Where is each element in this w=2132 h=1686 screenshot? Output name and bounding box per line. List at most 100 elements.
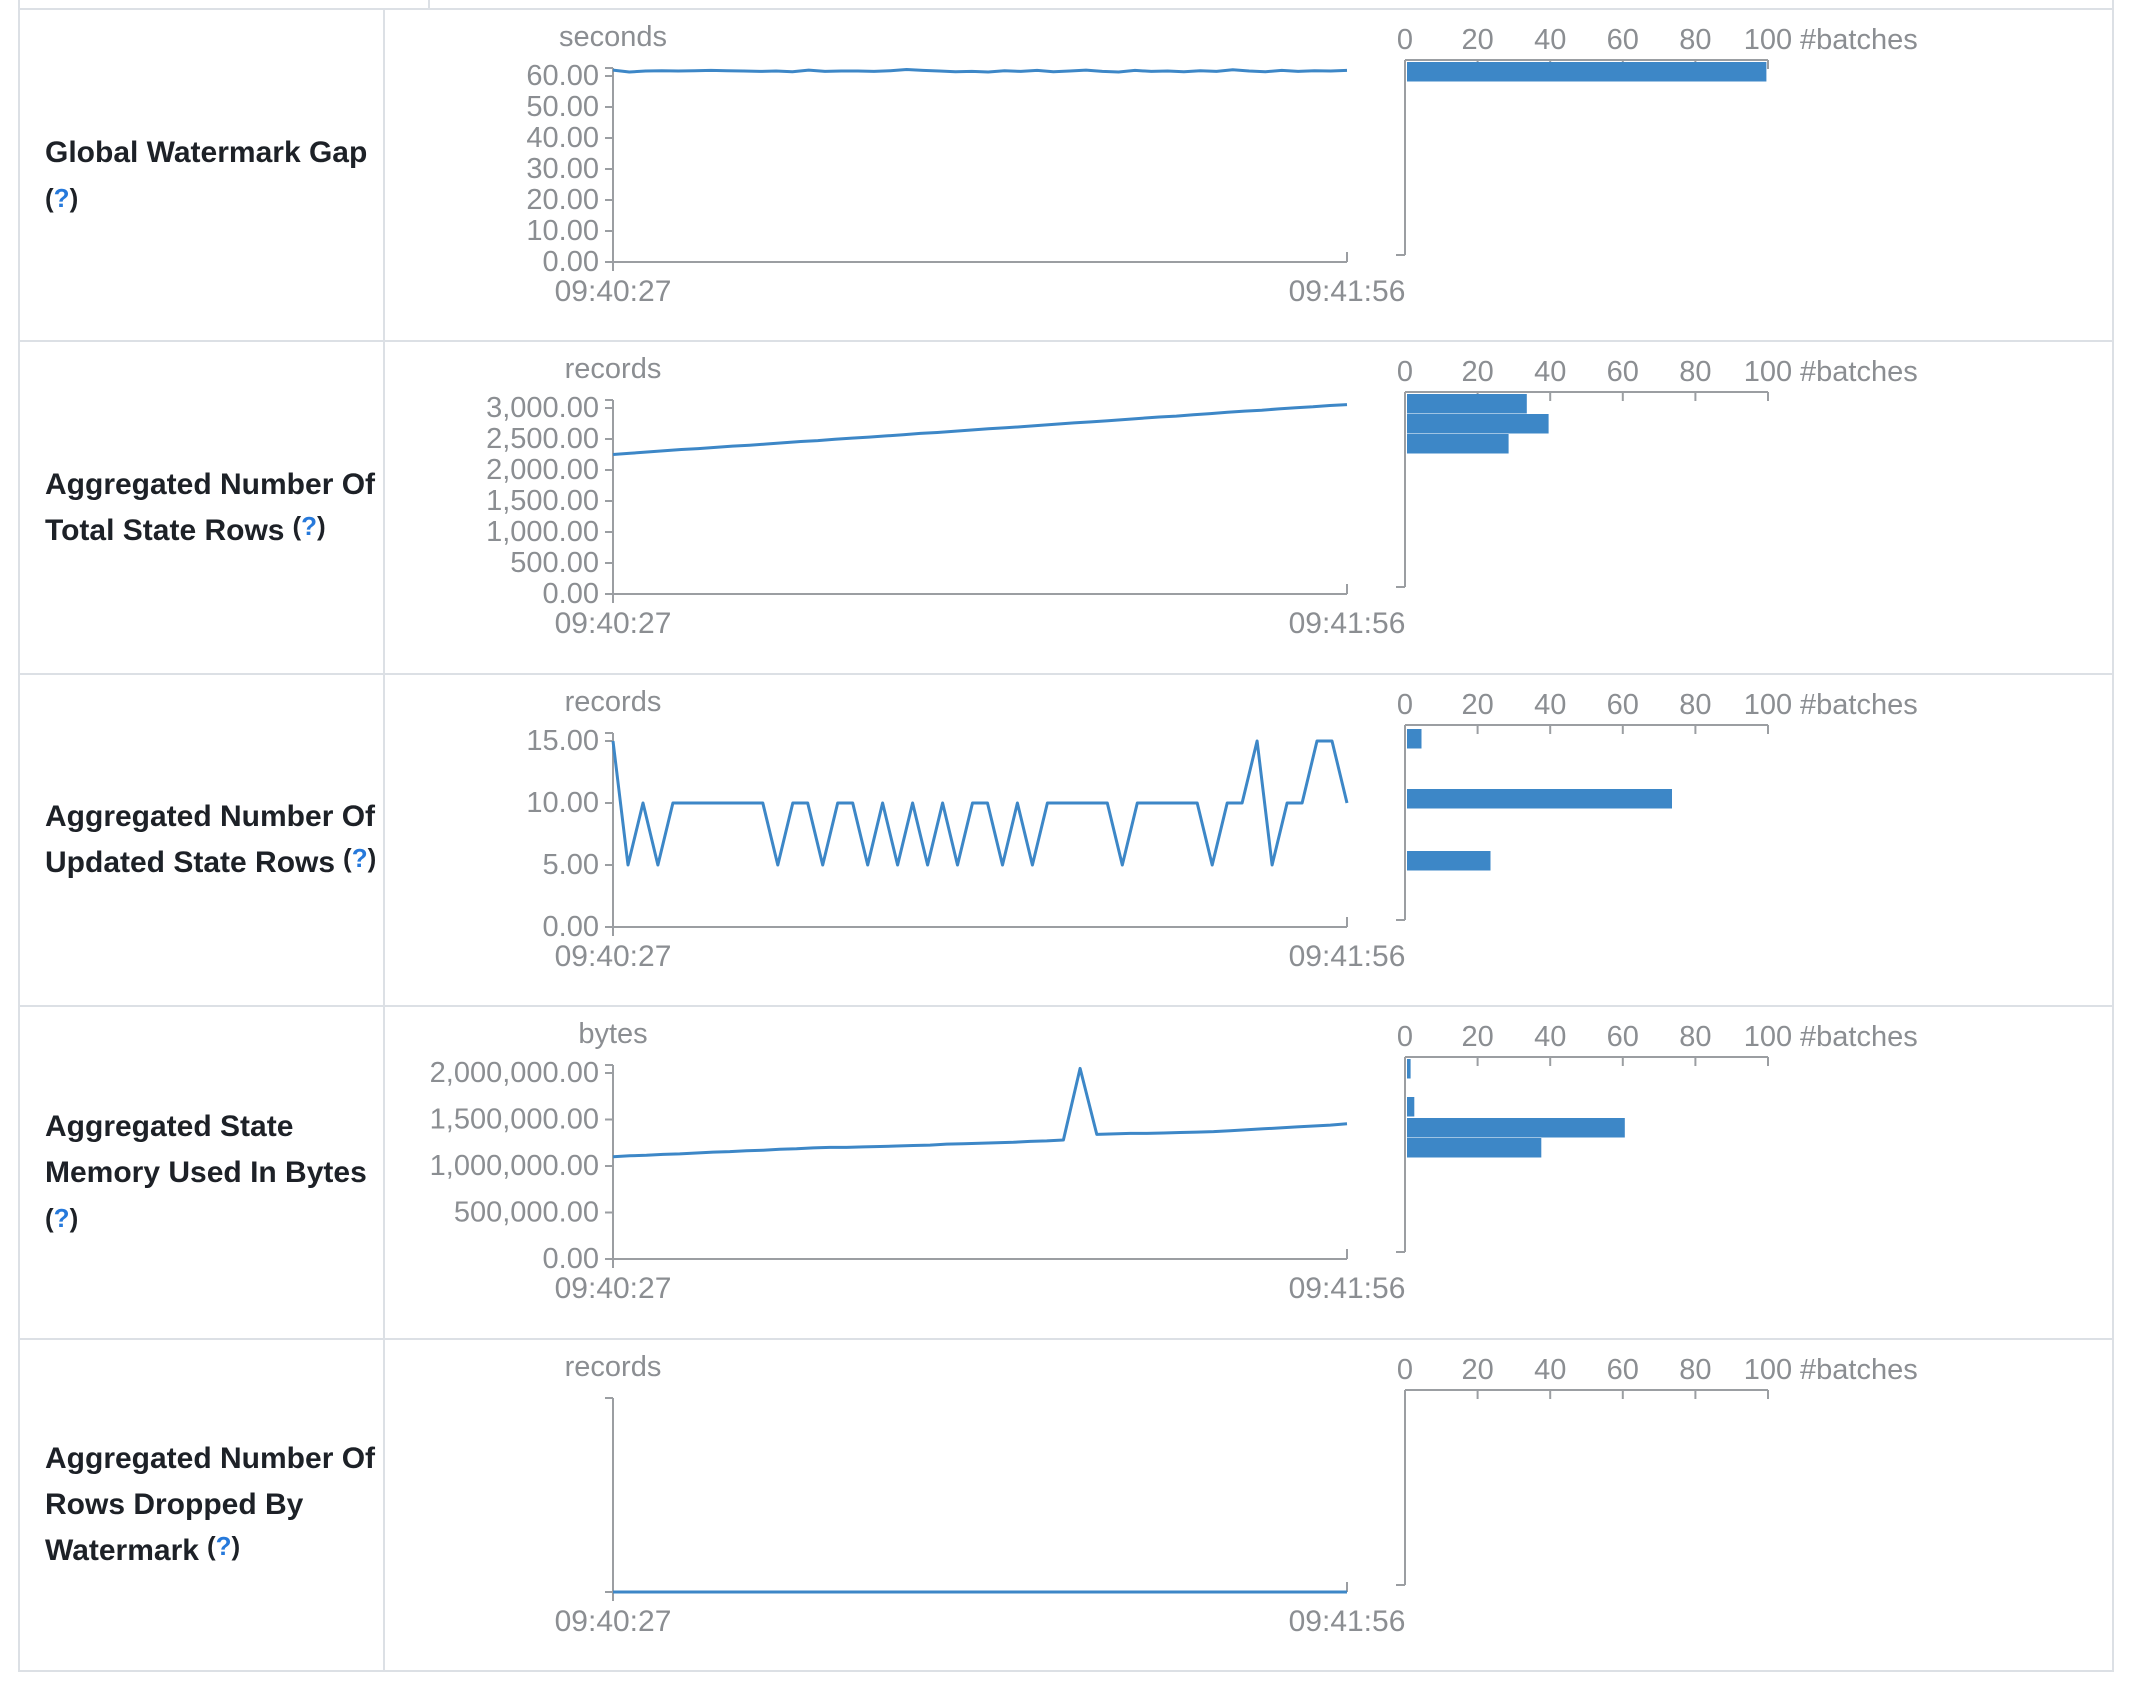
watermark-statistics-table: Global Watermark Gap (?) seconds 60.00 50.0… — [18, 8, 2114, 1672]
metric-label-line: Aggregated Number Of — [45, 800, 376, 834]
metric-label: Aggregated Number Of Total State Rows (?) — [20, 342, 385, 673]
metric-label-line: Aggregated Number Of — [45, 467, 376, 501]
help-paren-open: ( — [45, 1203, 54, 1234]
histogram-tick-label: 60 — [1607, 24, 1639, 56]
histogram-tick-label: 20 — [1461, 1354, 1493, 1386]
histogram-tick-label: 100 — [1744, 24, 1792, 56]
metric-label-line: Aggregated Number Of — [45, 1441, 376, 1475]
histogram-tick-label: 100 — [1744, 1354, 1792, 1386]
timeline-and-histogram-chart: seconds 60.0050.0040.0030.0020.0010.000.0… — [526, 21, 1917, 308]
metric-help-line: (?) — [45, 1196, 383, 1240]
metric-row-1: Global Watermark Gap (?) seconds 60.00 50.0… — [20, 10, 2112, 341]
help-paren-open: ( — [206, 1530, 216, 1561]
metric-charts: bytes 2,000,000.00 1,500,000.00 1,000,000.0… — [385, 1007, 2112, 1337]
help-question-mark-icon[interactable]: ? — [301, 510, 318, 541]
upper-table-right-border-stub — [2112, 0, 2114, 8]
y-axis-tick-label: 3,000.00 — [486, 392, 599, 424]
histogram-tick-label: 80 — [1679, 1021, 1711, 1053]
histogram-tick-label: 20 — [1461, 356, 1493, 388]
y-axis-tick-label: 15.00 — [526, 725, 599, 757]
help-paren-open: ( — [292, 510, 302, 541]
help-tooltip-link[interactable]: (?) — [207, 1531, 240, 1561]
y-axis-tick-label: 1,000,000.00 — [430, 1150, 599, 1182]
y-axis-tick-label: 0.00 — [543, 578, 599, 610]
x-axis-start-time: 09:40:27 — [555, 275, 672, 308]
metric-label: Aggregated Number Of Rows Dropped By Water… — [20, 1339, 385, 1671]
histogram-tick-label: 20 — [1461, 24, 1493, 56]
upper-table-left-border-stub — [18, 0, 20, 8]
timeline-series-line — [612, 1067, 1348, 1159]
histogram-tick-label: 0 — [1397, 356, 1413, 388]
histogram-tick-label: 100 — [1744, 689, 1792, 721]
y-axis-tick-label: 2,000,000.00 — [430, 1057, 599, 1089]
timeline-and-histogram-chart: bytes 2,000,000.00 1,500,000.00 1,000,000.0… — [430, 1018, 1918, 1305]
upper-table-column-border-stub — [428, 0, 430, 8]
histogram-tick-label: 80 — [1679, 356, 1711, 388]
histogram-tick-label: 60 — [1607, 1021, 1639, 1053]
help-tooltip-link[interactable]: (?) — [292, 511, 325, 541]
histogram-axis-label: #batches — [1800, 689, 1918, 721]
histogram-tick-label: 40 — [1534, 1021, 1566, 1053]
x-axis-end-time: 09:41:56 — [1289, 1272, 1406, 1305]
metric-label: Aggregated State Memory Used In Bytes (?) — [20, 1007, 385, 1338]
metric-label: Global Watermark Gap (?) — [20, 10, 385, 341]
timeline-series-line — [611, 739, 1349, 867]
y-axis-tick-label: 2,500.00 — [486, 423, 599, 455]
metric-label-line: Memory Used In Bytes — [45, 1156, 367, 1190]
metric-row-3: Aggregated Number Of Updated State Rows (?… — [20, 672, 2112, 1006]
timeline-series-line — [612, 403, 1348, 457]
histogram-tick-label: 80 — [1679, 24, 1711, 56]
metric-charts: records 09:40:27 09:41:56 0 20 40 60 80 100 #batc… — [385, 1340, 2112, 1670]
x-axis-start-time: 09:40:27 — [555, 940, 672, 973]
histogram-tick-label: 40 — [1534, 689, 1566, 721]
histogram-axis-label: #batches — [1800, 1021, 1918, 1053]
y-axis-tick-label: 50.00 — [526, 91, 599, 123]
metric-charts: records 15.00 10.00 5.00 0.00 09:40:27 09:41:5… — [385, 675, 2112, 1005]
metric-label-line: Global Watermark Gap — [45, 136, 368, 170]
histogram-bar — [1407, 62, 1767, 82]
help-tooltip-link[interactable]: (?) — [45, 1203, 78, 1233]
x-axis-start-time: 09:40:27 — [555, 1605, 672, 1638]
histogram-axis-label: #batches — [1800, 356, 1918, 388]
y-axis-tick-label: 10.00 — [526, 787, 599, 819]
help-question-mark-icon[interactable]: ? — [53, 183, 70, 214]
help-question-mark-icon[interactable]: ? — [351, 843, 368, 874]
metric-label-line: Watermark (?) — [45, 1530, 241, 1567]
histogram-tick-label: 40 — [1534, 24, 1566, 56]
help-tooltip-link[interactable]: (?) — [45, 183, 78, 213]
y-axis-tick-label: 0.00 — [543, 246, 599, 278]
histogram-bar — [1407, 728, 1422, 749]
y-axis-tick-label: 20.00 — [526, 184, 599, 216]
metric-charts: seconds 60.00 50.00 40.00 30.00 20.00 10.00 0.0… — [385, 10, 2112, 340]
y-axis-tick-label: 500,000.00 — [454, 1197, 599, 1229]
help-paren-close: ) — [317, 510, 326, 541]
y-axis-tick-label: 2,000.00 — [486, 454, 599, 486]
histogram-tick-label: 20 — [1461, 1021, 1493, 1053]
timeline-unit-label: records — [565, 1351, 662, 1383]
help-question-mark-icon[interactable]: ? — [53, 1203, 70, 1234]
x-axis-end-time: 09:41:56 — [1289, 1605, 1406, 1638]
timeline-unit-label: records — [565, 353, 662, 385]
y-axis-tick-label: 1,500.00 — [486, 485, 599, 517]
histogram-tick-label: 0 — [1397, 24, 1413, 56]
timeline-series-line — [612, 68, 1348, 74]
metric-row-4: Aggregated State Memory Used In Bytes (?) … — [20, 1005, 2112, 1338]
y-axis-tick-label: 10.00 — [526, 215, 599, 247]
help-question-mark-icon[interactable]: ? — [215, 1530, 232, 1561]
x-axis-end-time: 09:41:56 — [1289, 940, 1406, 973]
histogram-bar — [1407, 414, 1549, 434]
histogram-bar — [1407, 1138, 1542, 1158]
histogram-bar — [1407, 394, 1527, 414]
help-paren-close: ) — [69, 1203, 79, 1234]
timeline-unit-label: seconds — [559, 21, 667, 53]
help-paren-close: ) — [231, 1530, 241, 1561]
x-axis-end-time: 09:41:56 — [1289, 275, 1406, 308]
help-tooltip-link[interactable]: (?) — [343, 843, 376, 873]
histogram-bar — [1407, 434, 1509, 454]
metric-row-5: Aggregated Number Of Rows Dropped By Water… — [20, 1337, 2112, 1671]
y-axis-tick-label: 30.00 — [526, 153, 599, 185]
histogram-tick-label: 0 — [1397, 1021, 1413, 1053]
y-axis-tick-label: 60.00 — [526, 60, 599, 92]
histogram-tick-label: 100 — [1744, 356, 1792, 388]
help-paren-open: ( — [45, 183, 54, 214]
